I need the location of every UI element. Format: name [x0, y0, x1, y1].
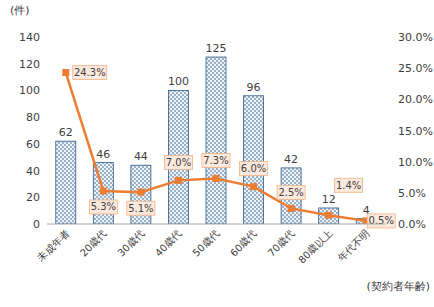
y-tick-label: 40	[26, 165, 40, 178]
x-tick-label: 40歳代	[153, 228, 184, 259]
line-label: 6.0%	[241, 163, 266, 174]
bar	[206, 57, 226, 224]
x-tick-label: 20歳代	[78, 228, 109, 259]
line-label: 0.5%	[369, 215, 394, 226]
x-tick-label: 50歳代	[190, 228, 221, 259]
line-marker	[137, 189, 144, 196]
x-tick-label: 60歳代	[228, 228, 259, 259]
x-tick-label: 30歳代	[115, 228, 146, 259]
y-tick-label: 0	[33, 218, 40, 231]
y2-tick-label: 5.0%	[398, 187, 426, 200]
line-marker	[175, 177, 182, 184]
bar-label: 62	[59, 126, 73, 139]
line-label: 5.1%	[128, 203, 153, 214]
line-label: 7.3%	[203, 155, 228, 166]
line-marker	[213, 175, 220, 182]
chart: 0 20 40 60 80 100 120 140 0.0% 5.0% 10.0% 15.0% 20.0…	[0, 0, 434, 307]
bar-label: 46	[96, 148, 110, 161]
line-label-box	[73, 66, 107, 80]
line-label: 5.3%	[91, 201, 116, 212]
line-label-box	[127, 201, 155, 215]
y2-tick-label: 25.0%	[398, 62, 433, 75]
line-marker	[100, 187, 107, 194]
bar	[244, 96, 264, 224]
x-tick-label: 70歳代	[266, 228, 297, 259]
line-marker	[62, 69, 69, 76]
y-tick-label: 20	[26, 191, 40, 204]
line-label: 7.0%	[166, 157, 191, 168]
line-label: 24.3%	[74, 67, 106, 78]
y-tick-label: 120	[19, 58, 40, 71]
bar-label: 125	[206, 42, 227, 55]
bar-label: 42	[284, 153, 298, 166]
y2-tick-label: 10.0%	[398, 156, 433, 169]
line-label-box	[240, 162, 268, 176]
data-labels: 624644100125964212424.3%5.3%5.1%7.0%7.3%…	[59, 42, 395, 228]
line-marker	[288, 205, 295, 212]
y-tick-label: 80	[26, 111, 40, 124]
line-label: 1.4%	[336, 180, 361, 191]
y2-tick-label: 30.0%	[398, 31, 433, 44]
x-tick-label: 80歳以上	[296, 228, 334, 266]
line-label-box	[89, 200, 117, 214]
y-tick-label: 100	[19, 84, 40, 97]
bar-label: 100	[168, 75, 189, 88]
y-tick-label: 140	[19, 31, 40, 44]
plot-area	[56, 57, 376, 224]
bar	[56, 141, 76, 224]
y-tick-label: 60	[26, 138, 40, 151]
line-label-box	[277, 185, 305, 199]
x-tick-label: 未成年者	[35, 228, 71, 264]
bar-label: 44	[134, 150, 148, 163]
x-axis-line	[47, 224, 385, 225]
y2-tick-label: 20.0%	[398, 93, 433, 106]
y-axis-label: (件)	[10, 4, 30, 17]
bar-label: 12	[322, 193, 336, 206]
line-label-box	[367, 214, 395, 228]
y2-tick-label: 15.0%	[398, 125, 433, 138]
line-label-box	[335, 178, 363, 192]
line-label: 2.5%	[278, 187, 303, 198]
bar-label: 96	[247, 81, 261, 94]
line-label-box	[202, 153, 230, 167]
x-tick-label: 年代不明	[336, 228, 372, 264]
line	[66, 73, 366, 221]
line-marker	[325, 212, 332, 219]
line-label-box	[164, 155, 192, 169]
x-axis-label: (契約者年齢)	[366, 280, 430, 293]
line-marker	[250, 183, 257, 190]
y2-tick-label: 0.0%	[398, 218, 426, 231]
